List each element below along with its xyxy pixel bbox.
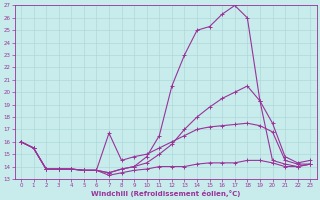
X-axis label: Windchill (Refroidissement éolien,°C): Windchill (Refroidissement éolien,°C) (91, 190, 240, 197)
